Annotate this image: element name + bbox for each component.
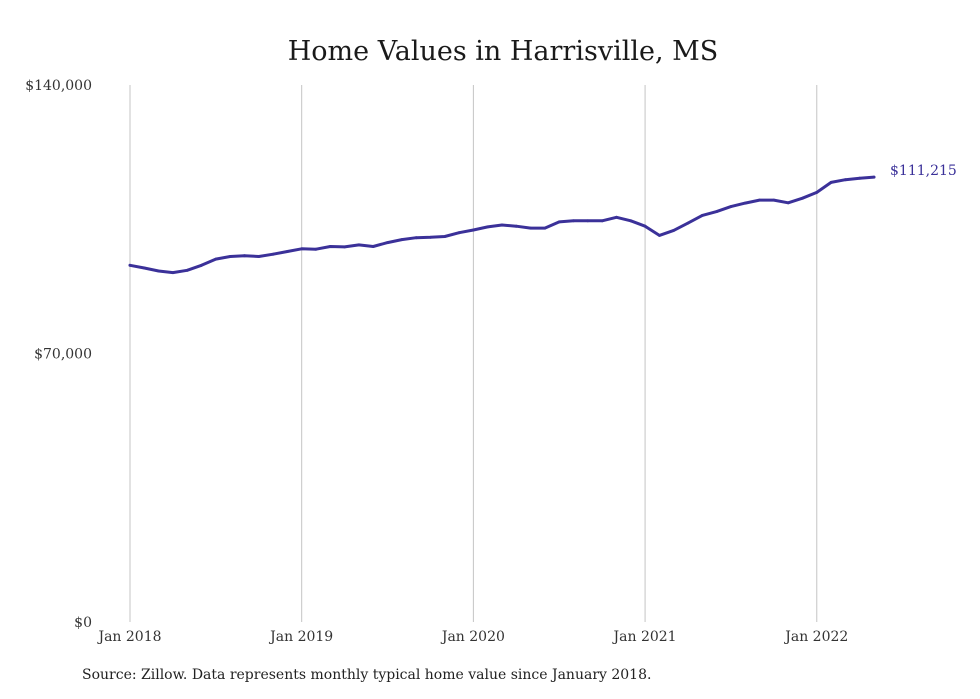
data-point-0-44 [758,198,761,202]
data-point-0-26 [500,223,504,227]
data-point-0-29 [543,226,547,230]
end-value-label-0: $111,215 [890,163,957,179]
data-point-0-30 [557,220,561,224]
data-point-0-47 [801,196,804,200]
data-point-0-19 [400,238,404,242]
data-point-0-31 [572,219,575,223]
data-point-0-39 [686,221,690,225]
y-tick-label-0: $0 [74,615,92,631]
data-point-0-43 [743,201,747,205]
y-tick-label-2: $140,000 [25,78,92,94]
data-point-0-10 [271,252,275,256]
data-point-0-38 [672,229,676,232]
chart-title: Home Values in Harrisville, MS [288,36,719,67]
data-point-0-9 [257,255,261,258]
data-point-0-15 [343,245,346,249]
data-point-0-40 [700,214,704,217]
data-point-0-2 [157,269,161,273]
x-axis: Jan 2018 Jan 2019 Jan 2020 Jan 2021 Jan 2022 [96,629,848,645]
data-point-0-36 [643,224,647,228]
data-point-0-51 [858,176,862,180]
data-point-0-33 [600,219,604,223]
data-point-0-23 [457,231,461,235]
series-layer: $111,215 [128,163,957,275]
data-point-0-1 [142,266,146,270]
data-point-0-32 [586,219,590,223]
data-point-0-3 [171,271,175,274]
data-point-0-37 [658,234,661,237]
data-point-0-48 [815,191,819,194]
data-point-0-12 [300,247,304,251]
data-point-0-45 [772,198,776,202]
x-tick-label-4: Jan 2022 [783,629,848,645]
data-point-0-27 [514,224,518,228]
data-point-0-21 [429,235,432,239]
data-point-0-7 [228,255,232,258]
data-point-0-11 [286,250,289,253]
data-point-0-22 [443,235,447,238]
data-point-0-5 [200,263,203,267]
data-point-0-13 [314,247,318,251]
data-point-0-25 [486,225,490,229]
data-point-0-24 [472,228,475,232]
data-point-0-34 [615,215,618,219]
data-point-0-0 [128,263,132,267]
vertical-gridlines [129,85,818,622]
data-point-0-35 [629,219,633,223]
data-point-0-28 [529,226,532,230]
x-tick-label-3: Jan 2021 [612,629,677,645]
source-note: Source: Zillow. Data represents monthly … [82,667,652,683]
x-tick-label-0: Jan 2018 [96,629,161,645]
data-point-0-50 [844,178,847,182]
data-point-0-41 [715,210,718,214]
x-tick-label-2: Jan 2020 [440,629,505,645]
x-tick-label-1: Jan 2019 [268,629,333,645]
data-point-0-52 [872,175,876,179]
y-axis: $0 $70,000 $140,000 [25,78,92,631]
data-point-0-14 [328,245,332,248]
data-point-0-17 [371,245,375,248]
data-point-0-16 [357,243,361,247]
data-point-0-4 [185,268,189,272]
data-point-0-42 [729,205,733,209]
data-point-0-20 [414,236,418,240]
data-point-0-46 [786,201,790,205]
data-point-0-18 [386,241,389,245]
data-point-0-49 [829,181,833,184]
data-point-0-8 [243,254,246,258]
data-point-0-6 [214,257,218,261]
y-tick-label-1: $70,000 [34,347,92,363]
